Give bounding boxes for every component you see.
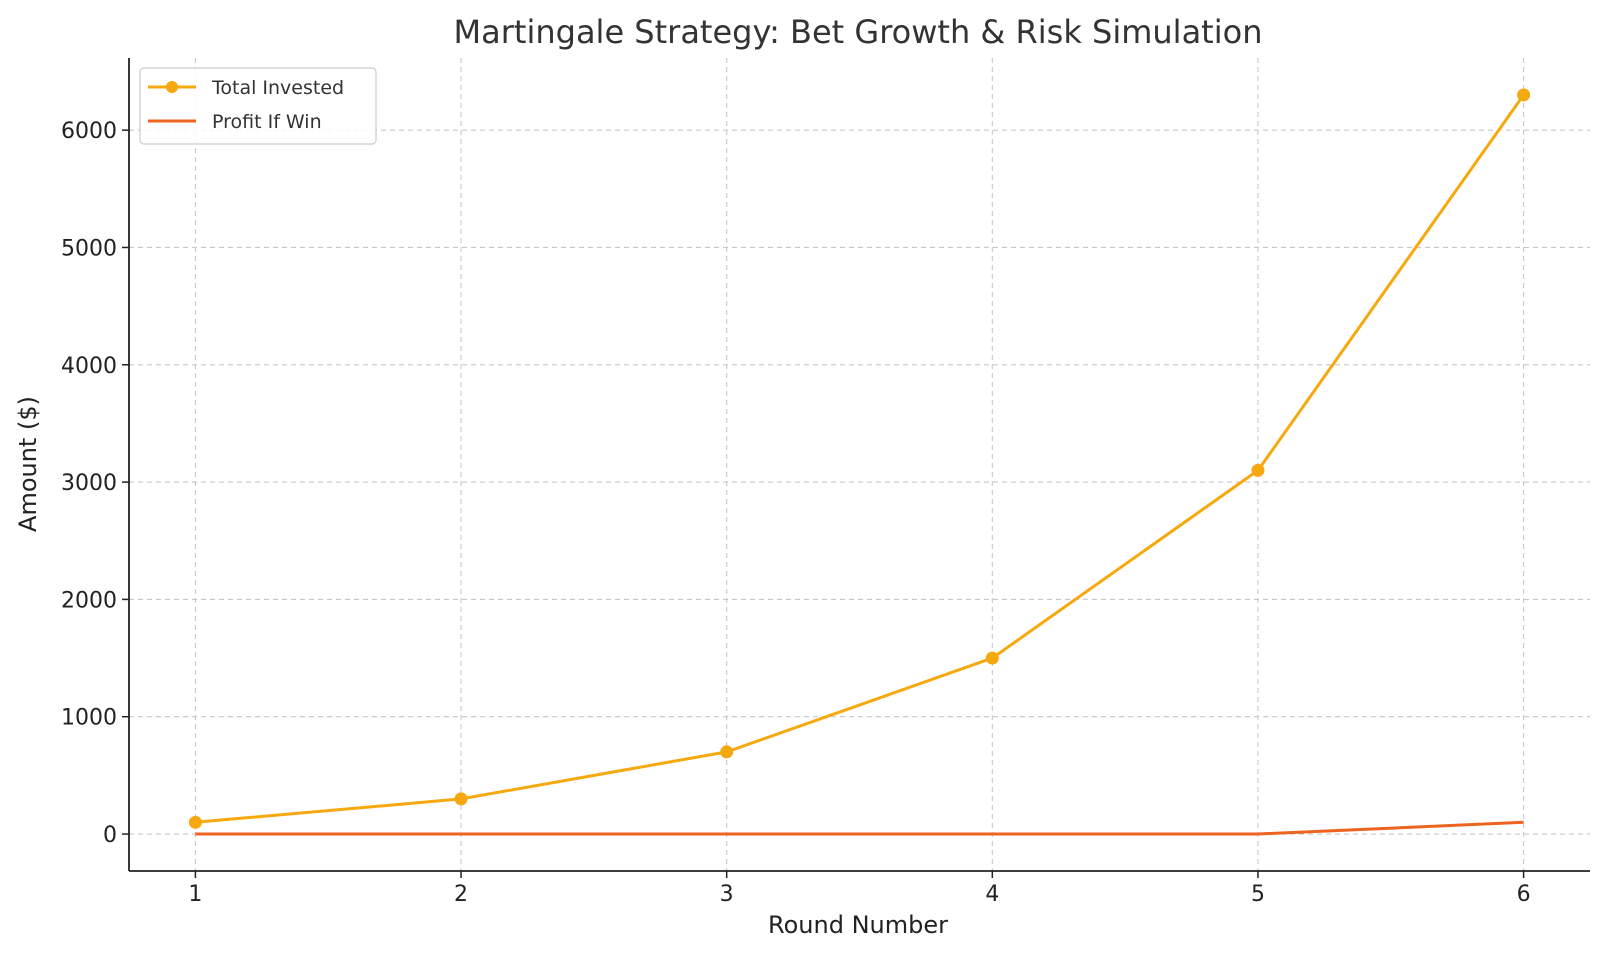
data-point-total-invested — [1251, 463, 1265, 477]
x-tick-label: 4 — [985, 882, 999, 907]
series-line-profit-if-win — [195, 820, 1524, 836]
series-total-invested — [188, 88, 1531, 829]
y-axis-label: Amount ($) — [14, 396, 42, 532]
data-point-total-invested — [454, 792, 468, 806]
legend: Total Invested Profit If Win — [139, 67, 377, 145]
axes — [128, 58, 1590, 872]
y-tick-label: 0 — [103, 823, 117, 848]
y-tick-label: 6000 — [61, 119, 117, 144]
x-tick-label: 5 — [1251, 882, 1265, 907]
data-point-total-invested — [1517, 88, 1531, 102]
y-ticks: 0 1000 2000 3000 4000 5000 6000 — [61, 119, 129, 848]
x-tick-label: 2 — [454, 882, 468, 907]
series-line-total-invested — [195, 94, 1525, 824]
data-point-total-invested — [985, 651, 999, 665]
x-axis-label: Round Number — [768, 911, 948, 939]
legend-marker-total-invested — [166, 81, 178, 93]
y-tick-label: 5000 — [61, 236, 117, 261]
grid — [129, 58, 1590, 871]
x-tick-label: 3 — [720, 882, 734, 907]
data-point-total-invested — [188, 815, 202, 829]
data-point-total-invested — [720, 745, 734, 759]
x-tick-label: 1 — [188, 882, 202, 907]
y-tick-label: 2000 — [61, 588, 117, 613]
x-ticks: 1 2 3 4 5 6 — [188, 871, 1531, 907]
legend-label-total-invested: Total Invested — [211, 77, 344, 99]
series-layer — [188, 88, 1531, 836]
y-tick-label: 4000 — [61, 354, 117, 379]
y-tick-label: 3000 — [61, 471, 117, 496]
legend-label-profit-if-win: Profit If Win — [212, 111, 322, 133]
x-tick-label: 6 — [1517, 882, 1531, 907]
series-profit-if-win — [195, 820, 1524, 836]
y-tick-label: 1000 — [61, 706, 117, 731]
legend-box — [139, 67, 377, 145]
chart-title: Martingale Strategy: Bet Growth & Risk S… — [454, 13, 1263, 51]
